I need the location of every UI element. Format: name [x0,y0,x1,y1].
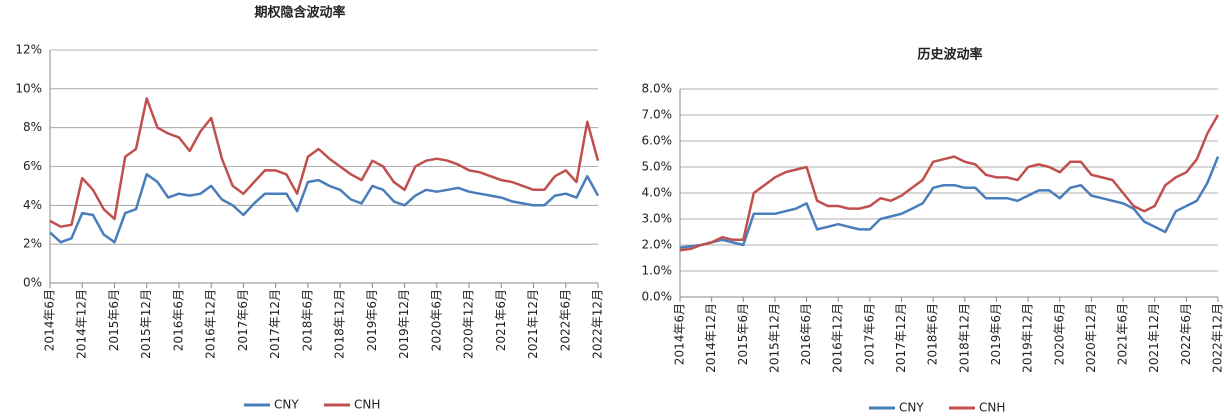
x-tick-label: 2016年12月 [831,303,845,373]
chart: 期权隐含波动率 0% 2% 4% 6% 8% 10% 12% 2014年6月 2014年12月 20… [15,5,604,412]
y-tick-label: 2% [23,237,42,251]
series-line [679,156,1220,249]
x-tick-label: 2022年12月 [591,289,605,359]
y-tick-label: 6.0% [642,134,673,148]
y-tick-label: 0.0% [642,290,673,304]
x-tick-label: 2022年12月 [1211,303,1224,373]
legend-label: CNH [354,398,380,412]
chart-title: 历史波动率 [917,47,982,63]
x-tick-label: 2015年12月 [139,289,153,359]
x-tick-label: 2014年12月 [75,289,89,359]
series-line [679,114,1220,252]
x-tick-label: 2016年12月 [204,289,218,359]
legend-label: CNH [979,401,1005,415]
x-tick-label: 2017年6月 [862,303,876,365]
series-line [49,173,600,244]
x-tick-label: 2016年6月 [799,303,813,365]
x-tick-label: 2014年12月 [704,303,718,373]
x-tick-label: 2019年12月 [1021,303,1035,373]
y-tick-label: 4.0% [642,186,673,200]
x-tick-label: 2021年6月 [1116,303,1130,365]
x-tick-label: 2022年6月 [558,289,572,351]
x-tick-label: 2020年12月 [1084,303,1098,373]
x-tick-label: 2015年6月 [107,289,121,351]
x-tick-label: 2017年12月 [268,289,282,359]
x-tick-label: 2017年12月 [894,303,908,373]
y-tick-label: 0% [23,276,42,290]
x-tick-label: 2021年12月 [526,289,540,359]
chart: 历史波动率 0.0% 1.0% 2.0% 3.0% 4.0% 5.0% 6.0% 7.0% 8.0… [642,47,1224,415]
x-tick-label: 2015年6月 [736,303,750,365]
y-tick-label: 4% [23,198,42,212]
x-tick-label: 2017年6月 [236,289,250,351]
y-tick-label: 8.0% [642,82,673,96]
legend-label: CNY [899,401,924,415]
x-tick-label: 2020年6月 [429,289,443,351]
x-tick-label: 2019年6月 [365,289,379,351]
x-tick-label: 2020年6月 [1052,303,1066,365]
x-tick-label: 2018年12月 [333,289,347,359]
x-tick-label: 2021年12月 [1147,303,1161,373]
chart-title: 期权隐含波动率 [254,5,345,21]
x-tick-label: 2019年6月 [989,303,1003,365]
x-tick-label: 2018年6月 [300,289,314,351]
x-tick-label: 2020年12月 [462,289,476,359]
x-tick-label: 2018年6月 [926,303,940,365]
y-tick-label: 2.0% [642,238,673,252]
x-tick-label: 2018年12月 [957,303,971,373]
x-tick-label: 2019年12月 [397,289,411,359]
y-tick-label: 1.0% [642,264,673,278]
y-tick-label: 7.0% [642,108,673,122]
legend-label: CNY [274,398,299,412]
x-tick-label: 2014年6月 [673,303,687,365]
y-tick-label: 3.0% [642,212,673,226]
x-tick-label: 2015年12月 [767,303,781,373]
series-line [49,97,600,228]
y-tick-label: 12% [15,43,42,57]
x-tick-label: 2021年6月 [494,289,508,351]
x-tick-label: 2022年6月 [1179,303,1193,365]
y-tick-label: 5.0% [642,160,673,174]
y-tick-label: 6% [23,159,42,173]
x-tick-label: 2016年6月 [171,289,185,351]
y-tick-label: 10% [15,81,42,95]
x-tick-label: 2014年6月 [43,289,57,351]
y-tick-label: 8% [23,120,42,134]
